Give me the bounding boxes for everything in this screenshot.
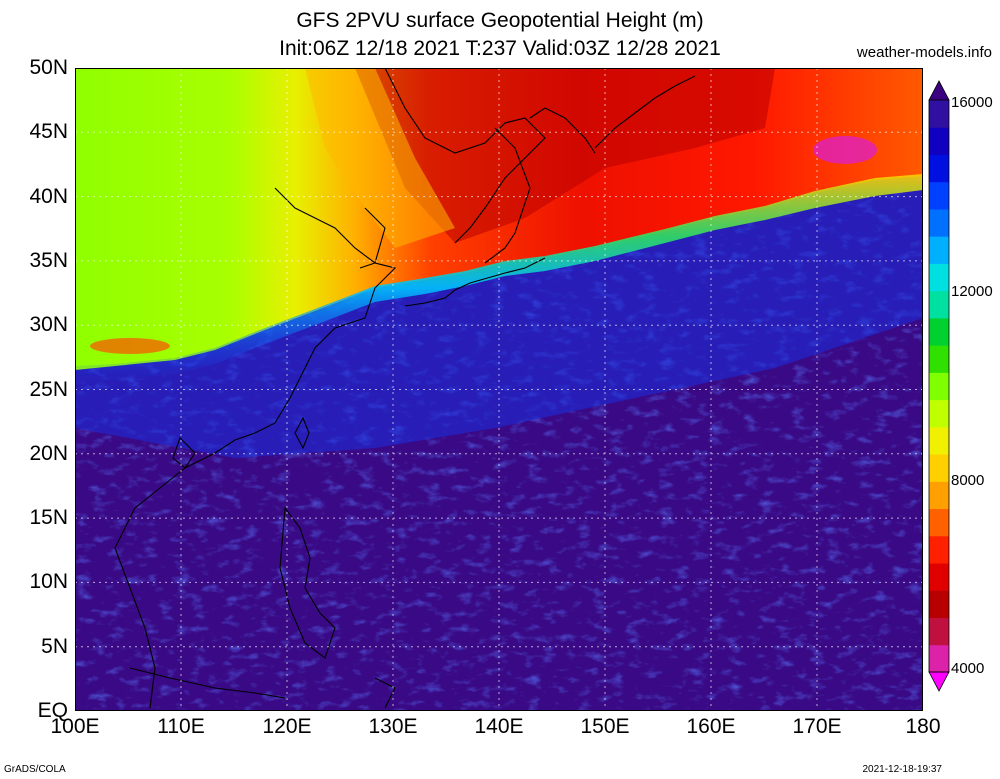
lat-label: 35N (29, 248, 68, 272)
lat-label: EQ (37, 699, 68, 722)
lon-label: 160E (686, 715, 736, 738)
coast-halmahera (374, 677, 396, 709)
lon-label: 150E (580, 715, 630, 738)
colorbar-segment (929, 372, 949, 401)
coast-philippines (279, 506, 336, 659)
colorbar-segment (929, 181, 949, 210)
colorbar-segment (929, 127, 949, 155)
coast-kurils (594, 75, 696, 149)
colorbar-segment (929, 481, 949, 510)
coast-asia-mainland (384, 68, 546, 244)
title-line-1: GFS 2PVU surface Geopotential Height (m) (296, 9, 704, 32)
colorbar-segment (929, 617, 949, 646)
colorbar-segment (929, 399, 949, 428)
colorbar-segment (929, 236, 949, 264)
red-core (355, 68, 775, 243)
lon-label: 120E (262, 715, 312, 738)
footer-timestamp: 2021-12-18-19:37 (862, 764, 942, 775)
colorbar-segment (929, 426, 949, 455)
colorbar-label-12000: 12000 (951, 283, 993, 300)
lat-label: 45N (29, 120, 68, 144)
colorbar-segment (929, 535, 949, 564)
colorbar-max-triangle (928, 80, 950, 101)
colorbar-frame (928, 99, 950, 673)
coast-hokkaido-kuril (529, 107, 596, 154)
lat-label: 5N (41, 634, 68, 658)
lon-label: 170E (792, 715, 842, 738)
orange-tongue (305, 68, 455, 248)
colorbar-segment (929, 590, 949, 619)
coast-china (114, 187, 397, 709)
map-frame (75, 68, 923, 711)
colorbar-segment (929, 508, 949, 537)
colorbar-segment (929, 345, 949, 373)
lon-label: 180 (905, 715, 941, 738)
colorbar-segment (929, 454, 949, 482)
site-label: weather-models.info (856, 44, 992, 61)
lat-label: 10N (29, 570, 68, 594)
colorbar-label-8000: 8000 (951, 472, 985, 489)
coast-japan-south (404, 257, 546, 307)
graticule (75, 68, 923, 711)
colorbar (928, 80, 950, 692)
colorbar-segment (929, 644, 949, 673)
lon-label: 140E (474, 715, 524, 738)
colorbar-label-4000: 4000 (951, 660, 985, 677)
lon-label: 110E (157, 715, 205, 738)
jet-band (75, 168, 923, 458)
footer-source: GrADS/COLA (4, 764, 66, 775)
map-panel (75, 68, 923, 711)
lat-label: 15N (29, 506, 68, 530)
lat-label: 40N (29, 184, 68, 208)
colorbar-segment (929, 100, 949, 128)
colorbar-segment (929, 208, 949, 237)
colorbar-segment (929, 563, 949, 591)
colorbar-segment (929, 290, 949, 319)
colorbar-segment (929, 263, 949, 292)
coastlines (114, 68, 696, 709)
magenta-low (813, 136, 877, 164)
coast-taiwan (294, 416, 310, 450)
colorbar-label-16000: 16000 (951, 94, 993, 111)
title-line-2: Init:06Z 12/18 2021 T:237 Valid:03Z 12/2… (279, 37, 721, 60)
lat-label: 20N (29, 441, 68, 465)
colorbar-segment (929, 154, 949, 183)
coast-korea (359, 207, 386, 269)
lon-label: 100E (50, 715, 100, 738)
colorbar-segment (929, 317, 949, 346)
lat-label: 50N (29, 56, 68, 79)
warm-spot (90, 338, 170, 354)
coast-hainan (172, 436, 196, 469)
lat-label: 25N (29, 377, 68, 401)
lat-label: 30N (29, 313, 68, 337)
coast-borneo (129, 667, 286, 699)
coast-japan-north (484, 127, 531, 264)
lon-label: 130E (368, 715, 418, 738)
colorbar-min-triangle (928, 671, 950, 692)
